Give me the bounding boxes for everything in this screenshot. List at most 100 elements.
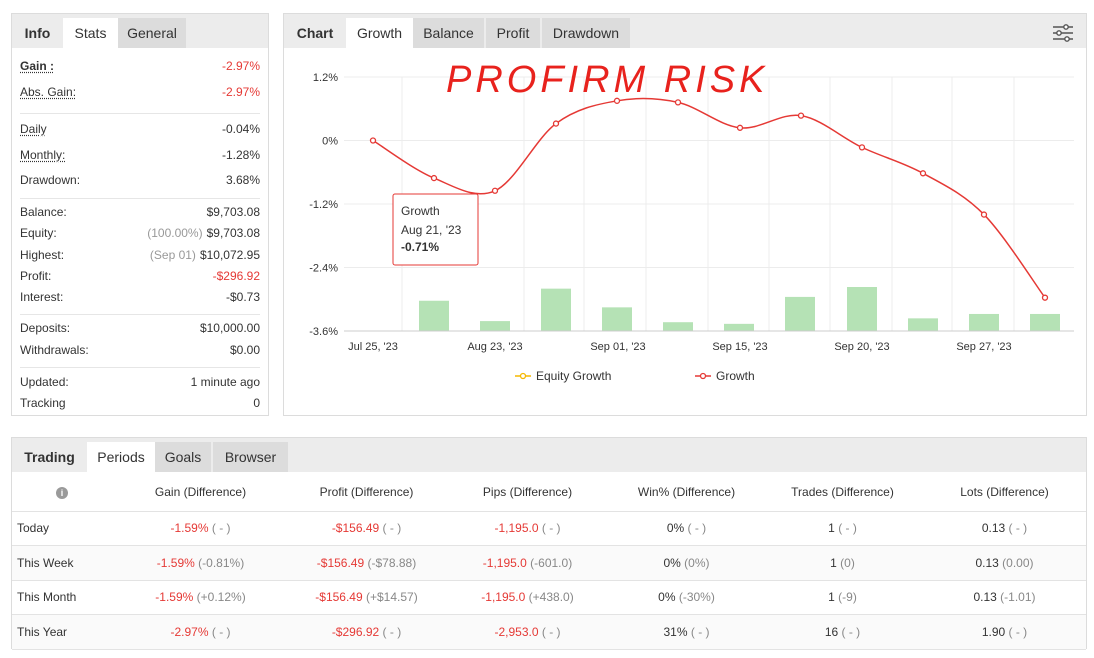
cell-value: -1,195.0	[481, 590, 526, 605]
chart-line	[369, 97, 1049, 301]
abs-gain-value: -2.97%	[221, 85, 260, 99]
cell-difference: ( - )	[211, 521, 231, 536]
divider	[20, 314, 260, 315]
tab-stats[interactable]: Stats	[63, 18, 118, 48]
legend-equity-growth[interactable]: Equity Growth	[515, 369, 611, 383]
annotation-text: PROFIRM RISK	[446, 59, 768, 101]
y-tick-label: 0%	[322, 136, 338, 148]
cell-value: -$156.49	[315, 590, 363, 605]
table-cell: 1 (-9)	[762, 580, 923, 615]
growth-bar	[602, 307, 632, 331]
info-icon[interactable]: i	[56, 487, 68, 500]
column-header: Gain (Difference)	[112, 474, 289, 512]
table-cell: -1,195.0 (-601.0)	[444, 545, 611, 581]
divider	[20, 367, 260, 368]
cell-difference: ( - )	[541, 521, 561, 536]
table-cell: 1 (0)	[762, 545, 923, 581]
monthly-value: -1.28%	[221, 148, 260, 162]
x-tick-label: Sep 01, '23	[590, 341, 645, 353]
table-cell: -1.59% ( - )	[112, 511, 289, 546]
tab-browser[interactable]: Browser	[213, 442, 288, 472]
y-tick-label: 1.2%	[313, 72, 338, 84]
tab-balance[interactable]: Balance	[413, 18, 484, 48]
stats-panel: Info Stats General Gain : -2.97% Abs. Ga…	[11, 13, 269, 416]
table-row: This Month -1.59% (+0.12%) -$156.49 (+$14.…	[12, 580, 1086, 615]
header-info: i	[12, 474, 112, 512]
period-name: Today	[12, 511, 112, 546]
cell-value: -$296.92	[331, 624, 380, 639]
profit-row: Profit: -$296.92	[20, 269, 260, 287]
monthly-label[interactable]: Monthly:	[20, 148, 66, 162]
table-cell: 0% ( - )	[611, 511, 762, 546]
x-tick-label: Jul 25, '23	[348, 341, 398, 353]
cell-value: -$156.49	[316, 555, 365, 570]
legend-growth[interactable]: Growth	[695, 369, 755, 383]
equity-label: Equity:	[20, 226, 57, 240]
cell-value: 0%	[658, 590, 676, 605]
table-cell: -$296.92 ( - )	[289, 614, 444, 650]
deposits-value: $10,000.00	[199, 321, 260, 335]
x-tick-label: Sep 15, '23	[712, 341, 767, 353]
cell-difference: ( - )	[838, 521, 857, 536]
cell-difference: ( - )	[841, 624, 861, 639]
growth-bar	[724, 323, 754, 331]
interest-value: -$0.73	[225, 290, 260, 304]
table-cell: -$156.49 (-$78.88)	[289, 545, 444, 581]
cell-difference: ( - )	[1008, 521, 1028, 536]
tab-periods[interactable]: Periods	[87, 442, 155, 472]
cell-value: -2.97%	[170, 624, 209, 639]
gain-label[interactable]: Gain :	[20, 59, 55, 73]
tracking-label: Tracking	[20, 396, 66, 410]
tooltip-title: Growth	[401, 204, 440, 218]
growth-bar	[908, 318, 938, 331]
cell-difference: (-601.0)	[530, 555, 573, 570]
daily-label[interactable]: Daily	[20, 122, 47, 136]
tab-trading[interactable]: Trading	[24, 449, 75, 465]
tab-info[interactable]: Info	[24, 25, 51, 41]
tab-general[interactable]: General	[118, 18, 186, 48]
growth-chart: 1.2% 0% -1.2% -2.4% -3.6% Jul 25, '23 Aug 23, …	[309, 59, 1074, 383]
cell-value: 31%	[663, 624, 688, 639]
growth-point	[1041, 294, 1049, 301]
daily-row: Daily -0.04%	[20, 122, 260, 140]
divider	[20, 113, 260, 114]
tab-drawdown[interactable]: Drawdown	[542, 18, 630, 48]
column-header: Trades (Difference)	[762, 474, 923, 512]
chart-bars	[419, 287, 1060, 331]
table-row: This Year -2.97% ( - ) -$296.92 ( - ) -2,95…	[12, 614, 1086, 650]
legend-equity-label: Equity Growth	[536, 369, 611, 383]
abs-gain-label[interactable]: Abs. Gain:	[20, 85, 77, 99]
updated-label: Updated:	[20, 375, 69, 389]
tracking-value: 0	[253, 396, 260, 410]
column-header: Profit (Difference)	[289, 474, 444, 512]
table-cell: 16 ( - )	[762, 614, 923, 650]
updated-row: Updated: 1 minute ago	[20, 375, 260, 393]
cell-value: -2,953.0	[494, 624, 539, 639]
tab-growth[interactable]: Growth	[346, 18, 413, 48]
tab-chart[interactable]: Chart	[296, 25, 334, 41]
divider	[20, 198, 260, 199]
settings-sliders-icon[interactable]	[1052, 24, 1074, 42]
highest-value-wrap: (Sep 01) $10,072.95	[150, 248, 260, 262]
balance-label: Balance:	[20, 205, 67, 219]
y-tick-label: -2.4%	[309, 263, 338, 275]
cell-value: 1	[830, 555, 837, 570]
gain-row: Gain : -2.97%	[20, 59, 260, 77]
growth-line	[372, 97, 1046, 299]
cell-value: -1,195.0	[482, 555, 527, 570]
cell-value: -$156.49	[331, 521, 380, 536]
cell-difference: (-1.01)	[1000, 590, 1036, 605]
table-cell: -$156.49 ( - )	[289, 511, 444, 546]
growth-bar	[847, 287, 877, 331]
periods-body: Today -1.59% ( - ) -$156.49 ( - ) -1,195.0 …	[12, 511, 1086, 650]
table-cell: 1 ( - )	[762, 511, 923, 546]
tab-goals[interactable]: Goals	[155, 442, 211, 472]
tab-profit[interactable]: Profit	[486, 18, 540, 48]
tracking-row: Tracking 0	[20, 396, 260, 414]
cell-value: 1	[828, 590, 835, 605]
table-cell: -2.97% ( - )	[112, 614, 289, 650]
cell-difference: (0)	[840, 555, 855, 570]
cell-value: 0.13	[981, 521, 1006, 536]
legend-equity-marker	[519, 372, 527, 380]
cell-difference: ( - )	[382, 624, 402, 639]
